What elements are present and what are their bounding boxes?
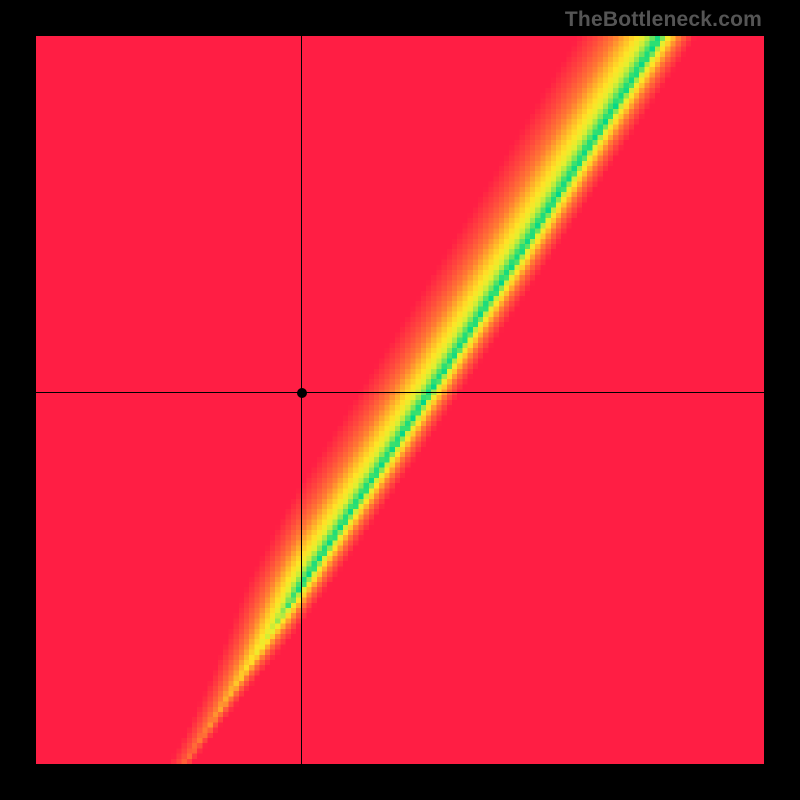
heatmap-canvas — [36, 36, 764, 764]
marker-point — [297, 388, 307, 398]
crosshair-horizontal — [36, 392, 764, 393]
chart-container: TheBottleneck.com — [0, 0, 800, 800]
crosshair-vertical — [301, 36, 302, 764]
watermark-text: TheBottleneck.com — [565, 8, 762, 32]
